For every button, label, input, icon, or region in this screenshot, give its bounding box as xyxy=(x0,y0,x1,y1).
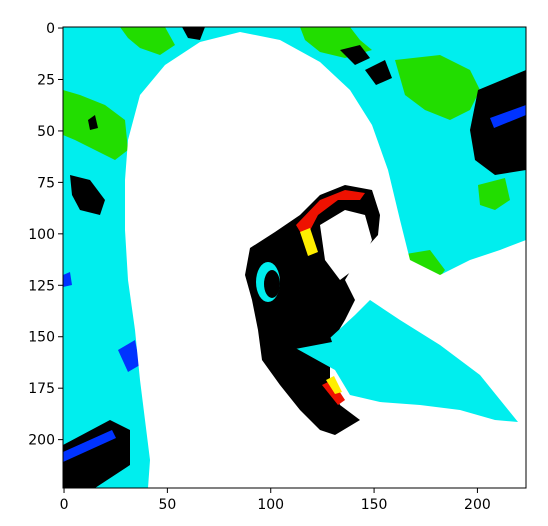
y-tick-label: 25 xyxy=(37,72,55,88)
y-axis: 0 25 50 75 100 125 150 175 200 xyxy=(28,21,63,449)
black-patch-top-left xyxy=(182,27,205,40)
x-tick-label: 50 xyxy=(158,497,176,513)
black-patch-top xyxy=(340,45,370,65)
bird-cheek-yellow xyxy=(326,376,342,394)
green-patch-right xyxy=(395,55,480,120)
green-patch-top xyxy=(120,27,175,55)
y-tick-label: 0 xyxy=(46,21,55,37)
blue-patch-left xyxy=(118,340,140,372)
bird-eye-pupil xyxy=(264,270,280,298)
x-tick-label: 200 xyxy=(464,497,491,513)
bird-face-yellow-edge xyxy=(300,228,318,256)
y-tick-label: 150 xyxy=(28,330,55,346)
black-patch-top-right xyxy=(365,60,392,85)
y-tick-label: 200 xyxy=(28,433,55,449)
plot-frame xyxy=(62,26,527,489)
x-axis: 0 50 100 150 200 xyxy=(60,488,491,513)
green-patch-right-lower xyxy=(478,178,510,210)
y-tick-label: 100 xyxy=(28,227,55,243)
bird-beak-black-line xyxy=(285,336,332,350)
blue-stripe-right xyxy=(490,105,526,128)
y-tick-label: 50 xyxy=(37,124,55,140)
posterized-bird-image xyxy=(63,27,526,488)
y-tick-label: 175 xyxy=(28,381,55,397)
blue-stripe-bottom-left xyxy=(63,430,116,462)
x-tick-label: 150 xyxy=(361,497,388,513)
bird-cheek-red xyxy=(322,380,345,405)
bird-face-white-band xyxy=(320,210,372,280)
black-patch-left-mid xyxy=(88,115,98,130)
x-tick-label: 100 xyxy=(257,497,284,513)
x-tick-label: 0 xyxy=(60,497,69,513)
blue-patch-left-edge xyxy=(63,272,72,287)
bird-beak-cyan xyxy=(290,300,518,422)
black-patch-left xyxy=(70,175,105,215)
y-tick-label: 125 xyxy=(28,278,55,294)
y-tick-label: 75 xyxy=(37,175,55,191)
